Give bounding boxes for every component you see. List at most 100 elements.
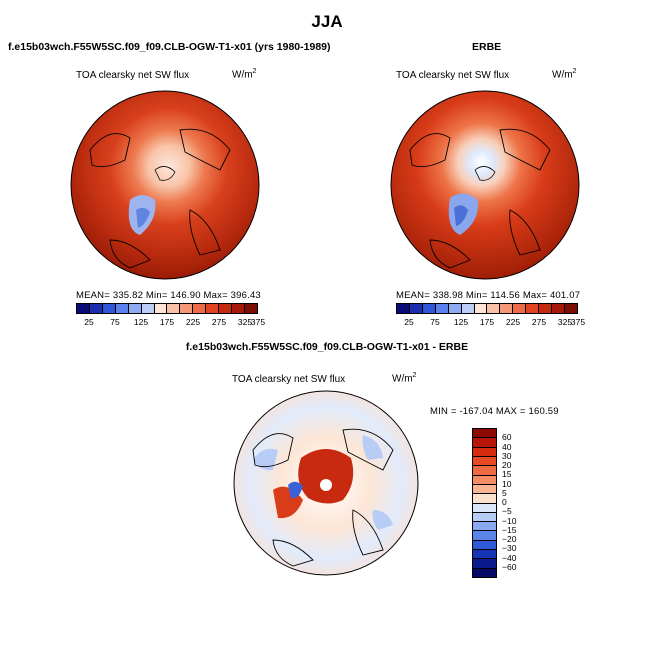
diff-tick-label: 30 xyxy=(502,450,512,461)
left-tick-label: 125 xyxy=(133,317,149,327)
left-cbar-swatch xyxy=(154,304,168,313)
diff-panel-header: f.e15b03wch.F55W5SC.f09_f09.CLB-OGW-T1-x… xyxy=(185,341,469,353)
left-tick-label: 225 xyxy=(185,317,201,327)
right-cbar-swatch xyxy=(552,304,565,313)
left-panel-header: f.e15b03wch.F55W5SC.f09_f09.CLB-OGW-T1-x… xyxy=(8,41,331,53)
right-cbar-swatch xyxy=(526,304,540,313)
right-cbar-swatch xyxy=(539,304,553,313)
diff-tick-label: 5 xyxy=(502,487,507,498)
left-cbar-swatch xyxy=(232,304,245,313)
diff-cbar-swatch xyxy=(473,559,496,569)
diff-cbar-swatch xyxy=(473,503,496,513)
left-cbar-swatch xyxy=(206,304,220,313)
right-cbar-swatch xyxy=(487,304,501,313)
diff-tick-label: −20 xyxy=(502,534,517,544)
right-coastlines xyxy=(409,128,551,269)
left-tick-label: 175 xyxy=(159,317,175,327)
right-polar-map xyxy=(390,90,580,280)
left-cbar-swatch xyxy=(102,304,116,313)
right-colorbar-bar xyxy=(396,303,578,314)
right-cbar-swatch xyxy=(474,304,488,313)
left-coastlines xyxy=(89,128,231,269)
left-cbar-swatch xyxy=(219,304,233,313)
diff-tick-label: −10 xyxy=(502,515,517,526)
right-stats: MEAN= 338.98 Min= 114.56 Max= 401.07 xyxy=(396,290,581,301)
diff-cbar-swatch xyxy=(473,550,496,560)
diff-tick-label: 20 xyxy=(502,460,512,470)
diff-cbar-swatch xyxy=(473,540,496,551)
right-tick-label: 125 xyxy=(453,317,469,327)
diff-cbar-swatch xyxy=(473,512,496,523)
diff-tick-label: 15 xyxy=(502,469,512,480)
diff-tick-label: −15 xyxy=(502,524,517,535)
left-cbar-swatch xyxy=(244,304,257,313)
diff-cbar-swatch xyxy=(473,531,496,541)
right-cbar-swatch xyxy=(435,304,449,313)
left-colorbar-bar xyxy=(76,303,258,314)
diff-units: W/m2 xyxy=(392,372,417,385)
diff-colorbar-bar xyxy=(472,428,497,578)
diff-central-positive-region xyxy=(298,449,354,504)
left-colorbar: 25 75 125 175 225 275 325 375 xyxy=(76,303,265,327)
left-tick-label: 375 xyxy=(250,317,266,327)
right-cbar-swatch xyxy=(500,304,514,313)
diff-cbar-swatch xyxy=(473,456,496,467)
diff-var-label: TOA clearsky net SW flux xyxy=(232,374,346,385)
left-stats: MEAN= 335.82 Min= 146.90 Max= 396.43 xyxy=(76,290,261,301)
diff-tick-label: 0 xyxy=(502,497,507,507)
right-tick-label: 225 xyxy=(505,317,521,327)
diff-cbar-swatch xyxy=(473,447,496,457)
left-tick-label: 325 xyxy=(237,317,253,327)
right-tick-label: 375 xyxy=(570,317,586,327)
right-cbar-swatch xyxy=(422,304,436,313)
diff-cbar-swatch xyxy=(473,568,496,577)
left-units: W/m2 xyxy=(232,68,257,81)
diff-tick-label: 40 xyxy=(502,441,512,452)
diff-tick-label: 10 xyxy=(502,478,512,489)
right-tick-label: 75 xyxy=(430,317,440,327)
right-tick-label: 325 xyxy=(557,317,573,327)
left-tick-label: 75 xyxy=(110,317,120,327)
diff-cbar-swatch xyxy=(473,522,496,532)
diff-colorbar xyxy=(472,428,497,578)
left-polar-map xyxy=(70,90,260,280)
right-tick-label: 25 xyxy=(404,317,414,327)
left-tick-label: 275 xyxy=(211,317,227,327)
diff-cbar-swatch xyxy=(473,484,496,495)
right-cbar-swatch xyxy=(397,304,410,313)
diff-colorbar-ticks: 60 40 30 20 15 10 5 0 −5 −10 −15 −20 −30… xyxy=(502,428,542,576)
right-cbar-swatch xyxy=(461,304,475,313)
diff-cbar-swatch xyxy=(473,438,496,448)
left-cbar-swatch xyxy=(167,304,181,313)
diff-cbar-swatch xyxy=(473,466,496,476)
left-var-label: TOA clearsky net SW flux xyxy=(76,70,190,81)
right-tick-label: 275 xyxy=(531,317,547,327)
right-var-label: TOA clearsky net SW flux xyxy=(396,70,510,81)
diff-stats: MIN = -167.04 MAX = 160.59 xyxy=(430,406,559,417)
diff-tick-label: −40 xyxy=(502,552,517,563)
diff-cbar-swatch xyxy=(473,494,496,504)
right-units: W/m2 xyxy=(552,68,577,81)
left-cbar-swatch xyxy=(115,304,129,313)
left-cbar-swatch xyxy=(180,304,194,313)
left-cbar-swatch xyxy=(77,304,90,313)
right-panel-header: ERBE xyxy=(472,41,502,53)
diff-cbar-swatch xyxy=(473,429,496,439)
diff-tick-label: 60 xyxy=(502,432,512,443)
left-cbar-swatch xyxy=(193,304,207,313)
main-title: JJA xyxy=(311,12,343,31)
diff-tick-label: −30 xyxy=(502,543,517,554)
right-tick-label: 175 xyxy=(479,317,495,327)
right-cbar-swatch xyxy=(409,304,423,313)
diff-cbar-swatch xyxy=(473,475,496,485)
right-cbar-swatch xyxy=(513,304,527,313)
diff-tick-label: −60 xyxy=(502,561,517,572)
diff-coastlines xyxy=(252,428,394,567)
left-cbar-swatch xyxy=(89,304,103,313)
diff-polar-map xyxy=(233,390,419,576)
right-colorbar: 25 75 125 175 225 275 325 375 xyxy=(396,303,585,327)
left-cbar-swatch xyxy=(141,304,155,313)
diff-negative-region xyxy=(288,481,303,499)
right-cbar-swatch xyxy=(564,304,577,313)
diff-tick-label: −5 xyxy=(502,506,512,517)
